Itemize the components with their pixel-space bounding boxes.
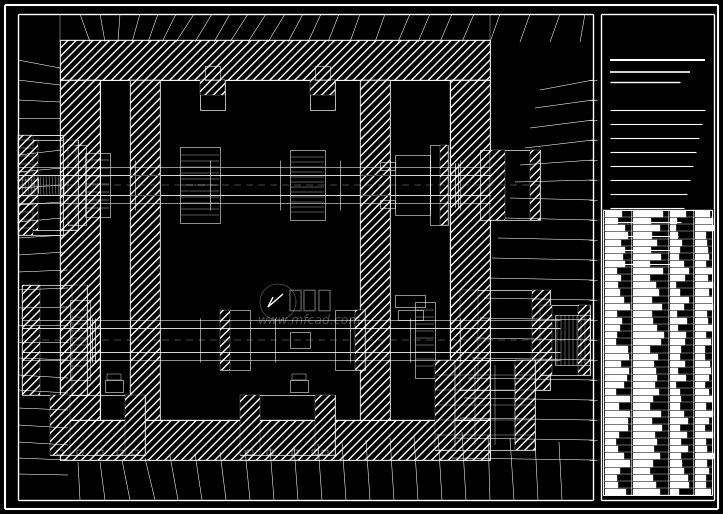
Bar	[435, 360, 455, 450]
Bar	[440, 145, 448, 225]
Bar	[460, 290, 478, 390]
Bar	[490, 150, 505, 220]
Bar	[395, 155, 430, 215]
Bar	[290, 332, 310, 348]
Bar	[315, 395, 335, 455]
Bar	[68, 145, 76, 225]
Bar	[97, 450, 103, 455]
Bar	[130, 80, 160, 420]
Bar	[200, 80, 225, 95]
Bar	[18, 140, 78, 230]
Bar	[125, 395, 145, 455]
Bar	[180, 147, 220, 223]
Bar	[290, 380, 308, 392]
Bar	[292, 374, 306, 380]
Bar	[77, 450, 83, 455]
Bar	[555, 315, 590, 365]
Bar	[60, 420, 490, 460]
Bar	[430, 145, 448, 225]
Bar	[315, 66, 330, 80]
Bar	[60, 40, 490, 80]
Bar	[360, 80, 390, 420]
Bar	[530, 150, 540, 220]
Bar	[310, 80, 335, 95]
Bar	[50, 395, 145, 455]
Bar	[322, 450, 328, 455]
Bar	[360, 80, 390, 420]
Bar	[515, 360, 535, 450]
Bar	[70, 300, 90, 380]
Bar	[480, 150, 540, 220]
Bar	[60, 420, 490, 460]
Bar	[107, 374, 121, 380]
Bar	[450, 80, 490, 420]
Bar	[415, 302, 435, 378]
Bar	[117, 450, 123, 455]
Bar	[267, 450, 273, 455]
Bar	[335, 310, 365, 370]
Bar	[60, 80, 100, 420]
Bar	[132, 450, 138, 455]
Bar	[68, 145, 86, 225]
Bar	[292, 450, 298, 455]
Bar	[57, 450, 63, 455]
Bar	[205, 66, 220, 80]
Bar	[355, 310, 365, 370]
Bar	[380, 162, 395, 170]
Bar	[240, 395, 335, 455]
Bar	[532, 290, 550, 390]
Bar	[240, 395, 260, 455]
Bar	[220, 310, 230, 370]
Bar	[18, 140, 38, 230]
Bar	[460, 290, 550, 390]
Bar	[18, 135, 33, 235]
Bar	[310, 80, 335, 110]
Bar	[398, 310, 423, 320]
Bar	[540, 305, 552, 375]
Bar	[60, 40, 490, 80]
Bar	[435, 360, 535, 450]
Bar	[312, 450, 318, 455]
Bar	[603, 210, 712, 495]
Text: www.mfcad.com: www.mfcad.com	[258, 314, 362, 326]
Bar	[130, 80, 160, 420]
Bar	[22, 285, 87, 395]
Bar	[450, 80, 490, 420]
Bar	[200, 80, 225, 110]
Bar	[540, 305, 590, 375]
Bar	[395, 295, 425, 307]
Bar	[63, 140, 78, 230]
Bar	[72, 285, 87, 395]
Bar	[100, 80, 450, 420]
Bar	[22, 285, 40, 395]
Text: 沐风网: 沐风网	[288, 288, 333, 312]
Bar	[380, 200, 395, 208]
Bar	[105, 380, 123, 392]
Bar	[60, 80, 100, 420]
Bar	[247, 450, 253, 455]
Bar	[220, 310, 250, 370]
Bar	[18, 135, 63, 235]
Bar	[290, 150, 325, 220]
Bar	[85, 153, 110, 217]
Bar	[50, 395, 70, 455]
Bar	[578, 305, 590, 375]
